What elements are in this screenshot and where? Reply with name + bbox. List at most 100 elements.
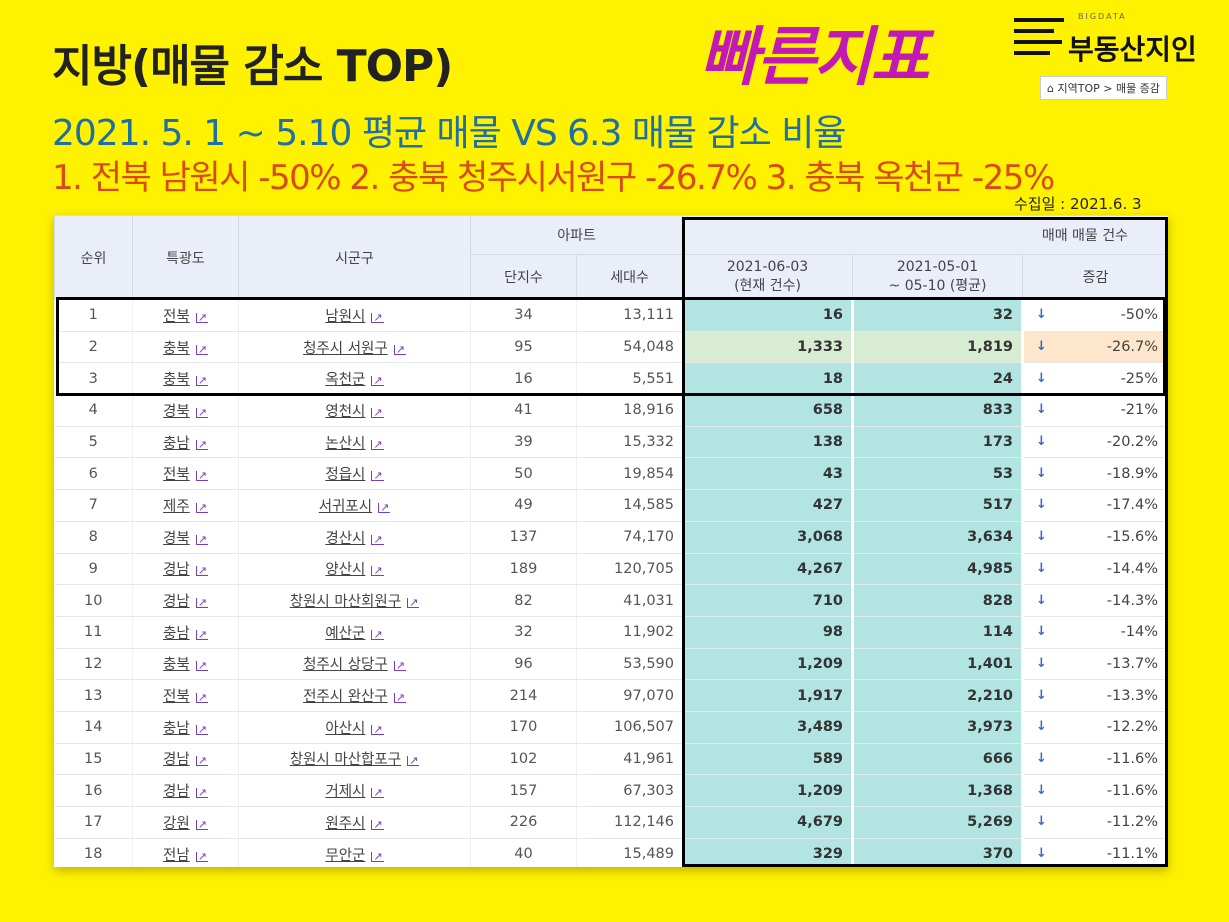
city-cell[interactable]: 거제시 ↗ <box>238 774 471 807</box>
breadcrumb[interactable]: ⌂ 지역TOP > 매물 증감 <box>1040 76 1167 100</box>
line-chart-icon[interactable]: ↗ <box>371 437 384 451</box>
line-chart-icon[interactable]: ↗ <box>371 722 384 736</box>
line-chart-icon[interactable]: ↗ <box>371 564 384 578</box>
province-cell[interactable]: 경북 ↗ <box>132 521 239 554</box>
line-chart-icon[interactable]: ↗ <box>393 659 406 673</box>
line-chart-icon[interactable]: ↗ <box>195 849 208 863</box>
line-chart-icon[interactable]: ↗ <box>195 722 208 736</box>
line-chart-icon[interactable]: ↗ <box>195 310 208 324</box>
line-chart-icon[interactable]: ↗ <box>195 469 208 483</box>
line-chart-icon[interactable]: ↗ <box>371 405 384 419</box>
city-link[interactable]: 전주시 완산구 <box>303 689 388 706</box>
line-chart-icon[interactable]: ↗ <box>195 437 208 451</box>
line-chart-icon[interactable]: ↗ <box>371 849 384 863</box>
province-link[interactable]: 경남 <box>163 562 190 579</box>
city-cell[interactable]: 원주시 ↗ <box>238 806 471 839</box>
city-link[interactable]: 경산시 <box>325 530 366 547</box>
line-chart-icon[interactable]: ↗ <box>371 374 384 388</box>
header-province[interactable]: 특광도 <box>132 215 239 300</box>
city-cell[interactable]: 경산시 ↗ <box>238 521 471 554</box>
province-link[interactable]: 경남 <box>163 594 190 611</box>
line-chart-icon[interactable]: ↗ <box>195 500 208 514</box>
province-cell[interactable]: 전남 ↗ <box>132 838 239 867</box>
province-cell[interactable]: 충남 ↗ <box>132 616 239 649</box>
city-link[interactable]: 옥천군 <box>325 372 366 389</box>
header-complexes[interactable]: 단지수 <box>470 254 577 300</box>
city-link[interactable]: 양산시 <box>325 562 366 579</box>
line-chart-icon[interactable]: ↗ <box>195 659 208 673</box>
line-chart-icon[interactable]: ↗ <box>371 532 384 546</box>
header-city[interactable]: 시군구 <box>238 215 471 300</box>
province-link[interactable]: 충남 <box>163 720 190 737</box>
province-link[interactable]: 경북 <box>163 403 190 420</box>
province-cell[interactable]: 전북 ↗ <box>132 457 239 491</box>
header-average[interactable]: 2021-05-01 ~ 05-10 (평균) <box>852 254 1024 300</box>
line-chart-icon[interactable]: ↗ <box>195 754 208 768</box>
city-link[interactable]: 아산시 <box>325 720 366 737</box>
province-cell[interactable]: 충북 ↗ <box>132 331 239 364</box>
province-cell[interactable]: 충남 ↗ <box>132 711 239 744</box>
line-chart-icon[interactable]: ↗ <box>195 374 208 388</box>
city-cell[interactable]: 청주시 서원구 ↗ <box>238 331 471 364</box>
province-cell[interactable]: 경남 ↗ <box>132 584 239 617</box>
province-link[interactable]: 충남 <box>163 625 190 642</box>
city-link[interactable]: 서귀포시 <box>318 498 373 515</box>
province-link[interactable]: 전남 <box>163 847 190 864</box>
province-link[interactable]: 제주 <box>163 498 190 515</box>
city-cell[interactable]: 양산시 ↗ <box>238 553 471 586</box>
city-cell[interactable]: 청주시 상당구 ↗ <box>238 648 471 681</box>
province-cell[interactable]: 충북 ↗ <box>132 362 239 396</box>
province-link[interactable]: 경북 <box>163 530 190 547</box>
city-cell[interactable]: 남원시 ↗ <box>238 299 471 332</box>
province-cell[interactable]: 강원 ↗ <box>132 806 239 839</box>
line-chart-icon[interactable]: ↗ <box>371 817 384 831</box>
province-link[interactable]: 전북 <box>163 467 190 484</box>
city-link[interactable]: 논산시 <box>325 435 366 452</box>
city-cell[interactable]: 창원시 마산합포구 ↗ <box>238 743 471 776</box>
city-link[interactable]: 창원시 마산합포구 <box>289 752 402 769</box>
header-current[interactable]: 2021-06-03 (현재 건수) <box>682 254 854 300</box>
province-cell[interactable]: 경남 ↗ <box>132 774 239 807</box>
city-link[interactable]: 영천시 <box>325 403 366 420</box>
city-cell[interactable]: 예산군 ↗ <box>238 616 471 649</box>
province-cell[interactable]: 경남 ↗ <box>132 553 239 586</box>
line-chart-icon[interactable]: ↗ <box>195 342 208 356</box>
province-cell[interactable]: 경북 ↗ <box>132 394 239 427</box>
city-cell[interactable]: 무안군 ↗ <box>238 838 471 867</box>
city-cell[interactable]: 아산시 ↗ <box>238 711 471 744</box>
line-chart-icon[interactable]: ↗ <box>195 564 208 578</box>
city-cell[interactable]: 전주시 완산구 ↗ <box>238 679 471 712</box>
city-cell[interactable]: 논산시 ↗ <box>238 426 471 459</box>
city-link[interactable]: 남원시 <box>325 308 366 325</box>
line-chart-icon[interactable]: ↗ <box>371 469 384 483</box>
city-cell[interactable]: 옥천군 ↗ <box>238 362 471 396</box>
city-cell[interactable]: 서귀포시 ↗ <box>238 489 471 522</box>
province-cell[interactable]: 전북 ↗ <box>132 679 239 712</box>
line-chart-icon[interactable]: ↗ <box>378 500 391 514</box>
province-cell[interactable]: 전북 ↗ <box>132 299 239 332</box>
province-link[interactable]: 경남 <box>163 752 190 769</box>
city-link[interactable]: 청주시 서원구 <box>303 340 388 357</box>
province-cell[interactable]: 제주 ↗ <box>132 489 239 522</box>
city-link[interactable]: 무안군 <box>325 847 366 864</box>
line-chart-icon[interactable]: ↗ <box>371 627 384 641</box>
province-link[interactable]: 전북 <box>163 308 190 325</box>
line-chart-icon[interactable]: ↗ <box>195 786 208 800</box>
province-link[interactable]: 충북 <box>163 372 190 389</box>
city-cell[interactable]: 정읍시 ↗ <box>238 457 471 491</box>
line-chart-icon[interactable]: ↗ <box>195 691 208 705</box>
city-link[interactable]: 거제시 <box>325 784 366 801</box>
header-rank[interactable]: 순위 <box>54 215 133 300</box>
province-link[interactable]: 경남 <box>163 784 190 801</box>
header-households[interactable]: 세대수 <box>575 254 684 300</box>
line-chart-icon[interactable]: ↗ <box>407 754 420 768</box>
province-link[interactable]: 강원 <box>163 815 190 832</box>
line-chart-icon[interactable]: ↗ <box>371 310 384 324</box>
line-chart-icon[interactable]: ↗ <box>195 405 208 419</box>
city-link[interactable]: 창원시 마산회원구 <box>289 594 402 611</box>
city-link[interactable]: 예산군 <box>325 625 366 642</box>
city-link[interactable]: 청주시 상당구 <box>303 657 388 674</box>
province-cell[interactable]: 경남 ↗ <box>132 743 239 776</box>
province-link[interactable]: 충북 <box>163 657 190 674</box>
line-chart-icon[interactable]: ↗ <box>393 342 406 356</box>
